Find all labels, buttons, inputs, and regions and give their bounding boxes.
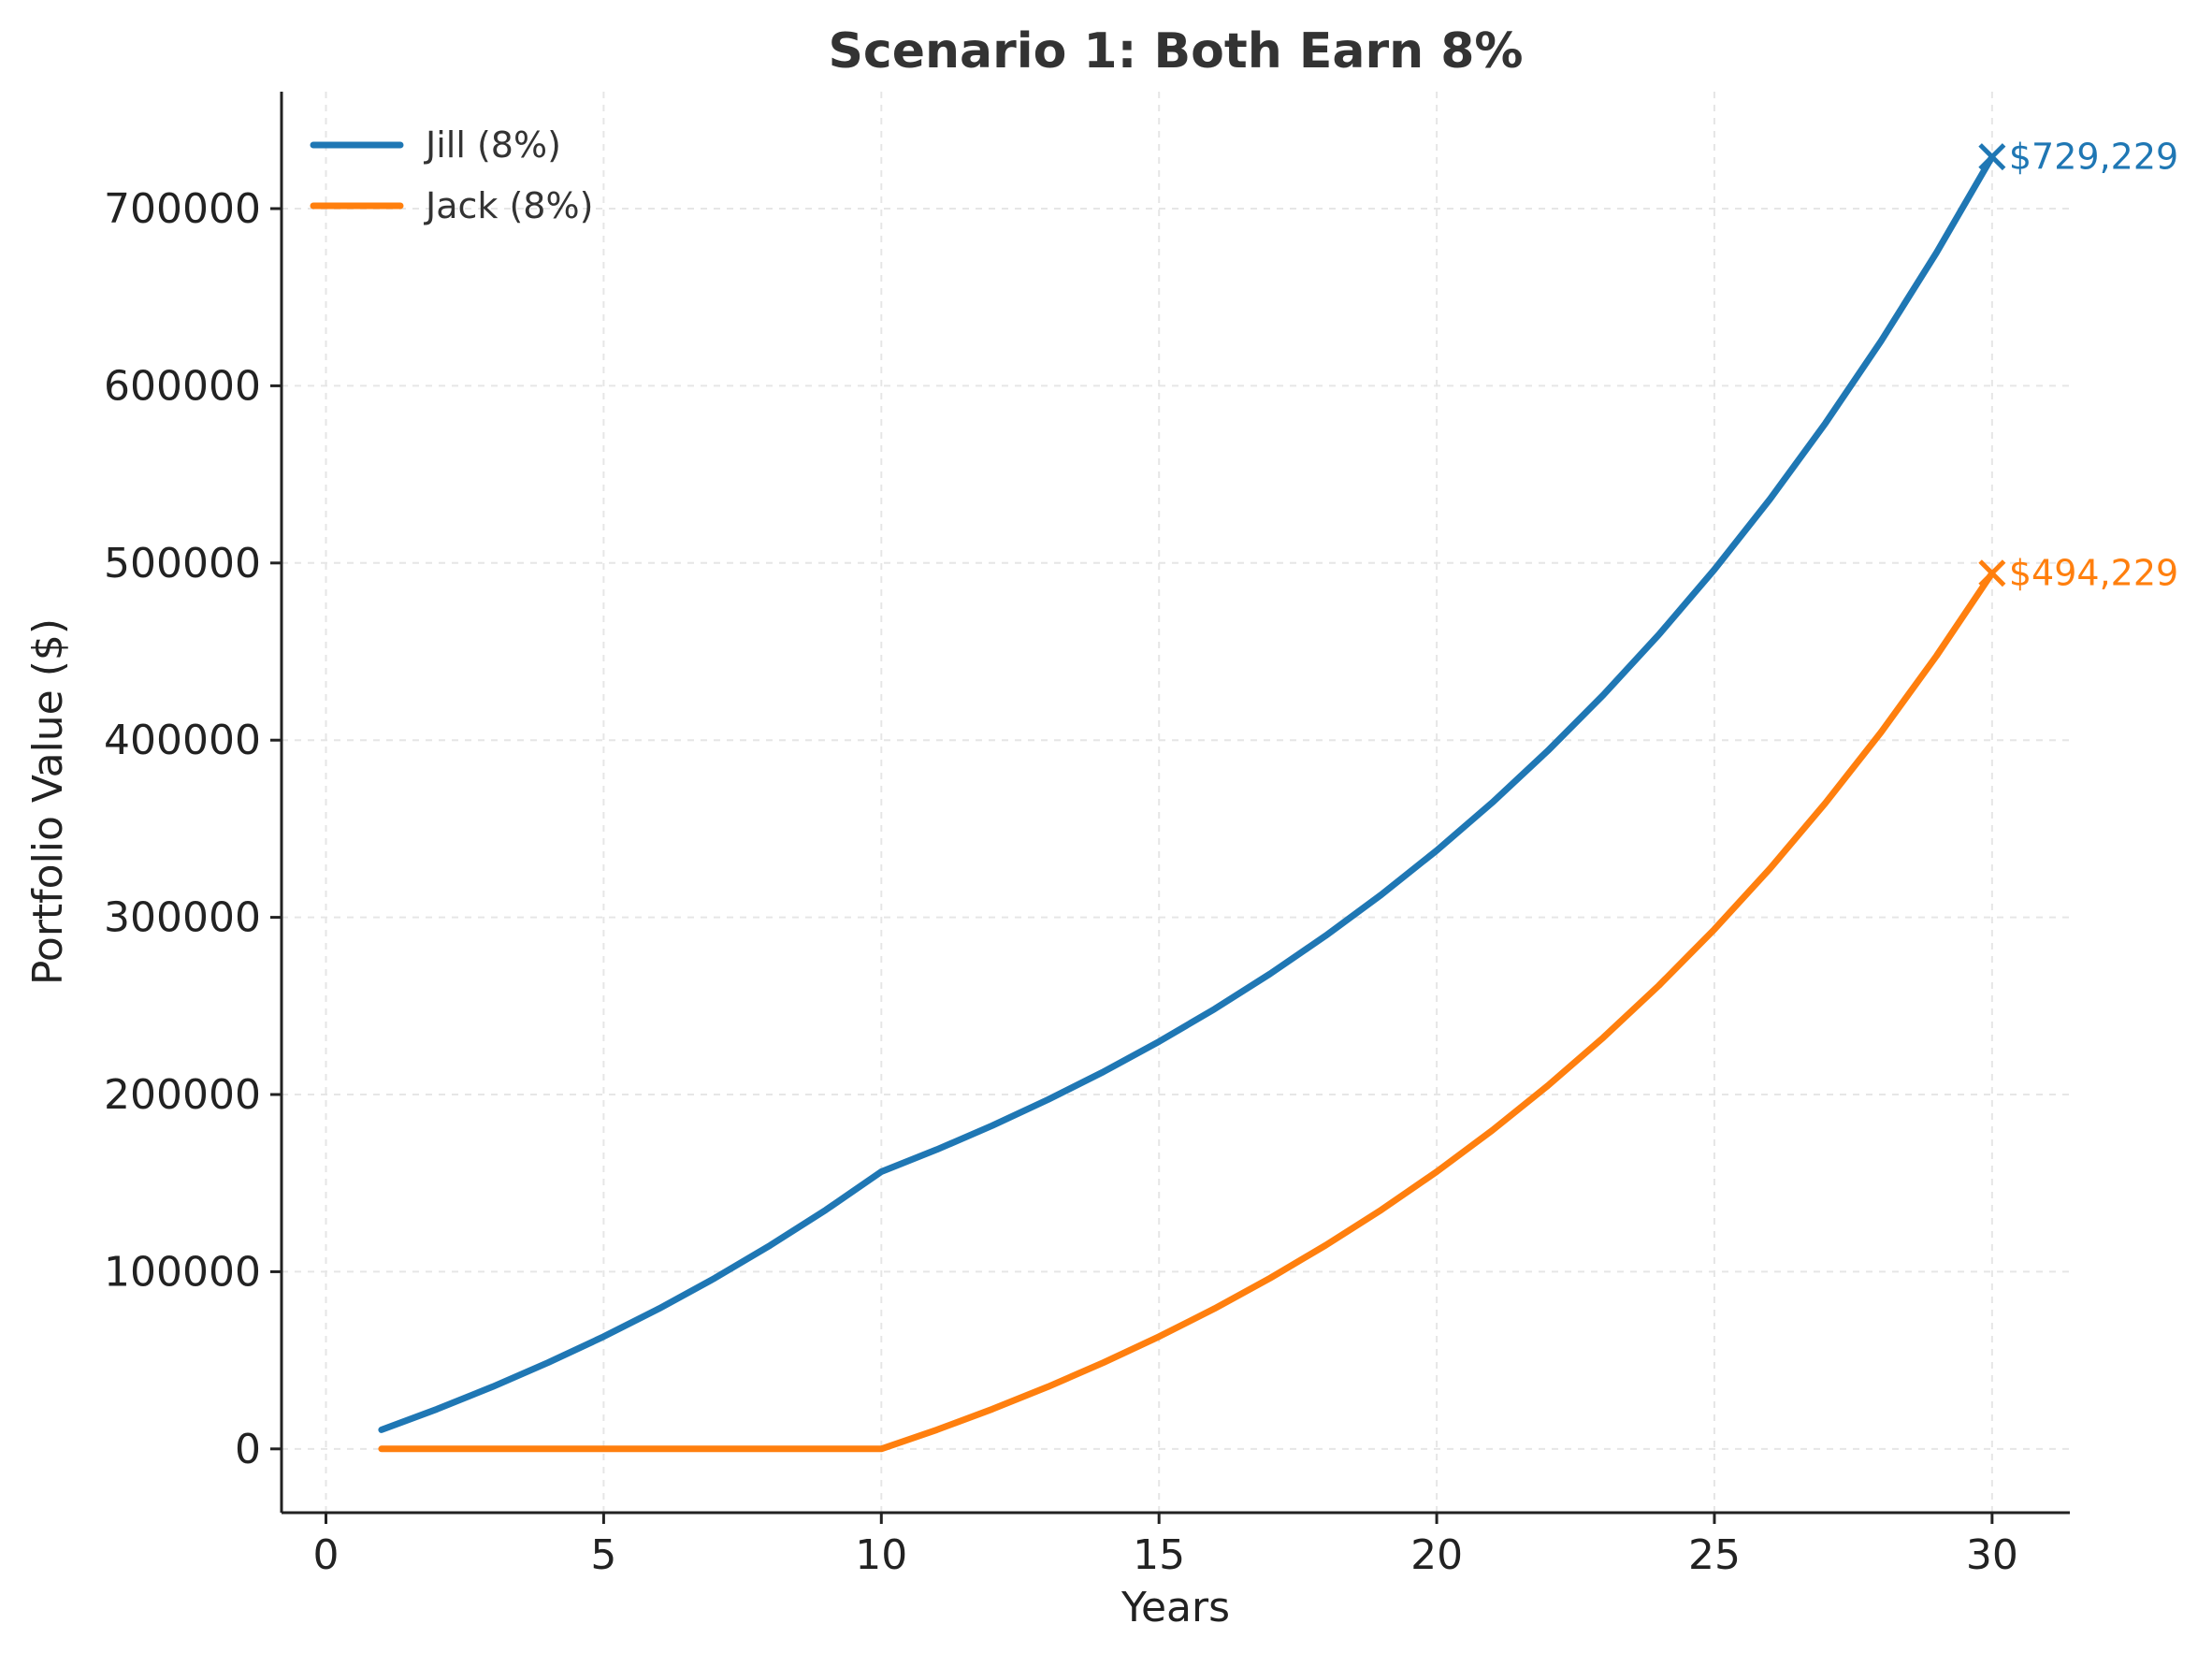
chart-title: Scenario 1: Both Earn 8%: [828, 23, 1523, 80]
legend-label-jill: Jill (8%): [424, 124, 561, 166]
x-tick-label: 15: [1133, 1531, 1185, 1579]
x-tick-label: 0: [313, 1531, 340, 1579]
end-value-label-jack: $494,229: [2009, 553, 2178, 594]
y-axis-label: Portfolio Value ($): [24, 618, 72, 985]
axes: [280, 92, 2070, 1515]
x-tick-label: 20: [1410, 1531, 1463, 1579]
y-tick-label: 100000: [104, 1248, 261, 1296]
y-tick-label: 0: [235, 1426, 261, 1473]
y-tick-label: 500000: [104, 540, 261, 587]
x-tick-label: 5: [590, 1531, 616, 1579]
grid: [282, 92, 2070, 1513]
end-marker-jill: [1978, 143, 2006, 171]
x-tick-label: 30: [1966, 1531, 2018, 1579]
tick-labels: 0 5 10 15 20 25 30 0 100000 200000 300000 400000 500…: [104, 185, 2018, 1579]
y-tick-label: 200000: [104, 1071, 261, 1119]
series-line-jack: [378, 570, 1996, 1453]
y-tick-label: 600000: [104, 362, 261, 410]
end-value-label-jill: $729,229: [2009, 137, 2178, 178]
legend-label-jack: Jack (8%): [424, 185, 593, 226]
series-line-jill: [378, 153, 1996, 1433]
series-lines: $729,229 $494,229: [378, 137, 2178, 1453]
y-tick-label: 300000: [104, 894, 261, 942]
x-tick-label: 10: [855, 1531, 907, 1579]
end-marker-jack: [1978, 559, 2006, 587]
y-tick-label: 400000: [104, 717, 261, 764]
x-tick-label: 25: [1688, 1531, 1741, 1579]
y-tick-label: 700000: [104, 185, 261, 233]
legend: Jill (8%) Jack (8%): [310, 124, 593, 226]
x-axis-label: Years: [1120, 1584, 1230, 1631]
